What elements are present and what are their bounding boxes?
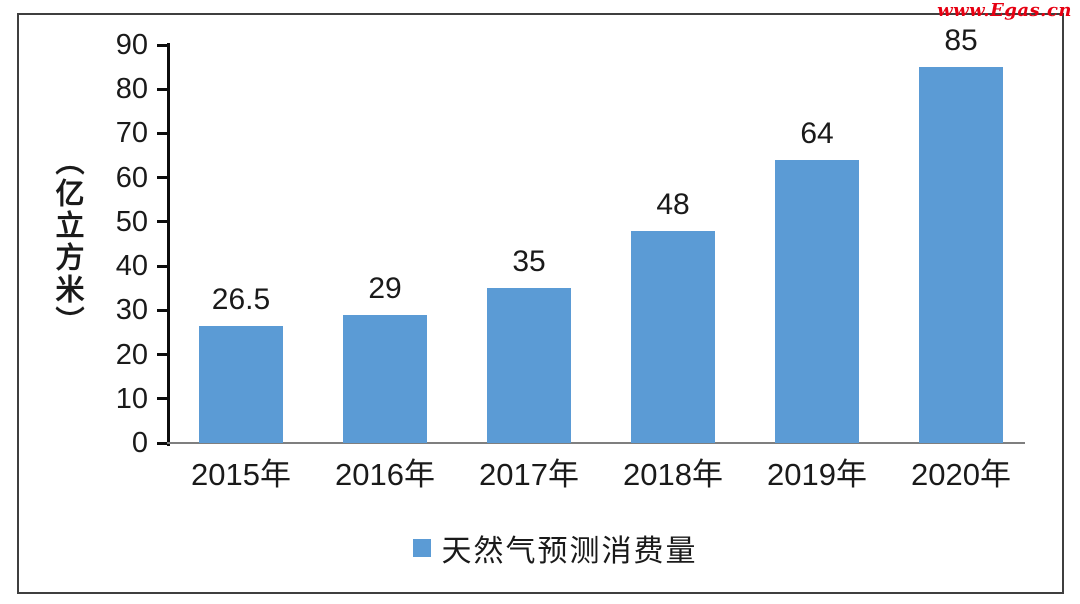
y-tick-mark [157, 131, 167, 135]
y-tick-mark [157, 43, 167, 47]
y-axis-line [167, 43, 170, 446]
bar [199, 325, 283, 443]
legend-swatch-icon [412, 539, 431, 557]
y-tick-label: 60 [115, 161, 148, 194]
y-tick-mark [157, 353, 167, 357]
bar [775, 159, 859, 443]
y-tick-mark [157, 87, 167, 91]
y-tick-label: 30 [115, 294, 148, 327]
y-tick-mark [157, 176, 167, 180]
x-tick-label: 2017年 [479, 457, 579, 492]
y-tick-mark [157, 220, 167, 224]
y-tick-label: 40 [115, 250, 148, 283]
y-axis-title: （亿立方米） [51, 146, 83, 338]
y-tick-label: 90 [115, 29, 148, 61]
bar-value-label: 29 [368, 271, 402, 305]
y-tick-mark [157, 397, 167, 401]
y-tick-mark [157, 308, 167, 312]
y-tick-label: 0 [131, 427, 148, 459]
y-tick-label: 50 [115, 205, 148, 238]
bar-value-label: 64 [800, 116, 834, 150]
legend-label: 天然气预测消费量 [441, 535, 698, 568]
x-tick-label: 2018年 [623, 457, 723, 492]
x-tick-label: 2015年 [191, 457, 291, 492]
chart-frame [17, 13, 1064, 594]
y-tick-label: 10 [115, 382, 148, 415]
y-tick-mark [157, 441, 167, 445]
y-tick-label: 20 [115, 338, 148, 371]
y-tick-label: 70 [115, 117, 148, 150]
bar-value-label: 85 [944, 24, 978, 58]
bar-value-label: 26.5 [211, 282, 271, 316]
bar [631, 230, 715, 443]
y-tick-mark [157, 264, 167, 268]
x-tick-label: 2019年 [767, 457, 867, 492]
bar-value-label: 48 [656, 187, 690, 221]
bar [487, 288, 571, 443]
watermark: www.Egas.cn [937, 0, 1072, 21]
x-tick-label: 2016年 [335, 457, 435, 492]
x-axis-baseline [167, 442, 1025, 444]
x-tick-label: 2020年 [911, 457, 1011, 492]
y-tick-label: 80 [115, 73, 148, 106]
legend: 天然气预测消费量 [0, 530, 1080, 568]
bar [919, 67, 1003, 443]
bar-value-label: 35 [512, 245, 546, 279]
bar [343, 314, 427, 443]
